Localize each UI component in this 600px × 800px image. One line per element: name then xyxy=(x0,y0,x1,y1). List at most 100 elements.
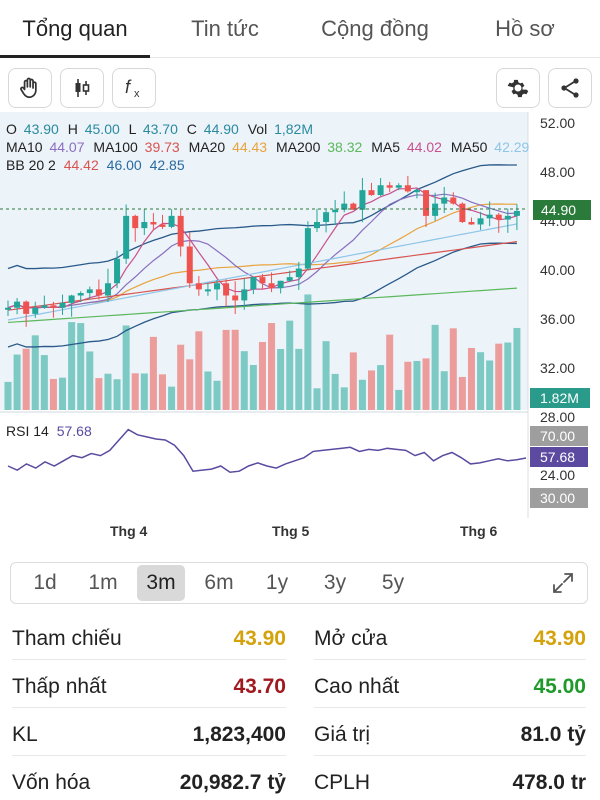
candle-body xyxy=(459,203,466,222)
stat-market-cap: Vốn hóa 20,982.7 tỷ xyxy=(12,762,286,800)
ma5-line xyxy=(7,187,518,309)
tab-label: Tin tức xyxy=(191,15,259,41)
candle-body xyxy=(323,212,330,222)
x-axis-label: Thg 6 xyxy=(460,523,498,539)
price-tick: 36.00 xyxy=(540,311,575,327)
hand-tool-button[interactable] xyxy=(8,68,52,108)
ma50-line xyxy=(7,223,518,321)
candle-body xyxy=(95,289,102,296)
candle-body xyxy=(5,307,11,310)
candle-body xyxy=(304,228,311,269)
candle-body xyxy=(413,190,420,193)
share-icon xyxy=(561,78,579,98)
stat-label: CPLH xyxy=(314,771,371,794)
volume-bar xyxy=(4,381,12,410)
volume-bar xyxy=(49,378,57,410)
price-chart[interactable]: O 43.90 H 45.00 L 43.70 C 44.90 Vol 1,82… xyxy=(0,112,600,552)
stat-label: Tham chiếu xyxy=(12,626,122,650)
period-label: 1m xyxy=(88,571,118,594)
candle-body xyxy=(123,215,130,259)
volume-bar xyxy=(331,373,339,410)
candle-body xyxy=(204,289,211,292)
volume-bar xyxy=(59,377,67,410)
settings-button[interactable] xyxy=(496,68,540,108)
stat-value: 43.70 xyxy=(233,674,286,698)
rsi-lower-label: 30.00 xyxy=(540,490,575,506)
candle-body xyxy=(368,190,375,196)
period-3m[interactable]: 3m xyxy=(137,565,185,601)
period-1y[interactable]: 1y xyxy=(253,565,301,601)
ma-legend: MA10 44.07 MA100 39.73 MA20 44.43 MA200 … xyxy=(6,139,530,155)
candle-type-button[interactable] xyxy=(60,68,104,108)
price-tick: 40.00 xyxy=(540,262,575,278)
hand-icon xyxy=(20,77,37,99)
chart-canvas[interactable]: O 43.90 H 45.00 L 43.70 C 44.90 Vol 1,82… xyxy=(0,112,600,552)
volume-bar xyxy=(122,325,130,410)
tab-profile[interactable]: Hồ sơ xyxy=(450,0,600,57)
svg-text:f: f xyxy=(125,77,132,97)
candle-body xyxy=(359,190,366,210)
stat-value-traded: Giá trị 81.0 tỷ xyxy=(314,714,586,756)
rsi-pane-background xyxy=(0,414,528,518)
volume-bar xyxy=(358,379,366,410)
candle-body xyxy=(50,305,57,308)
candle-body xyxy=(332,209,339,213)
volume-bar xyxy=(322,341,330,410)
volume-bar xyxy=(304,294,312,410)
rsi-line xyxy=(7,428,527,474)
tab-overview[interactable]: Tổng quan xyxy=(0,0,150,58)
share-button[interactable] xyxy=(548,68,592,108)
period-3y[interactable]: 3y xyxy=(311,565,359,601)
volume-bar xyxy=(249,364,257,410)
stat-volume: KL 1,823,400 xyxy=(12,714,286,756)
stat-label: Mở cửa xyxy=(314,626,388,650)
candle-body xyxy=(486,214,493,219)
candle-body xyxy=(259,277,266,284)
volume-bar xyxy=(77,323,85,410)
candle-body xyxy=(450,197,457,204)
stat-label: KL xyxy=(12,722,38,746)
price-tick: 28.00 xyxy=(540,409,575,425)
candlesticks xyxy=(5,176,520,327)
volume-bar xyxy=(340,387,348,410)
volume-bar xyxy=(168,386,176,410)
candle-body xyxy=(14,301,21,308)
price-tick: 48.00 xyxy=(540,164,575,180)
period-6m[interactable]: 6m xyxy=(195,565,243,601)
period-1m[interactable]: 1m xyxy=(79,565,127,601)
period-label: 1y xyxy=(265,571,289,594)
volume-bar xyxy=(467,347,475,410)
tab-news[interactable]: Tin tức xyxy=(150,0,300,57)
svg-text:x: x xyxy=(134,88,140,100)
period-5y[interactable]: 5y xyxy=(369,565,417,601)
candle-body xyxy=(177,215,184,247)
candle-body xyxy=(195,283,202,290)
volume-bar xyxy=(477,352,485,410)
volume-bar xyxy=(268,323,276,410)
volume-bars xyxy=(4,294,521,410)
tab-label: Tổng quan xyxy=(22,15,128,41)
top-tab-bar: Tổng quan Tin tức Cộng đồng Hồ sơ xyxy=(0,0,600,58)
candle-body xyxy=(377,185,384,196)
volume-bar xyxy=(431,324,439,410)
volume-bar xyxy=(195,331,203,410)
volume-bar xyxy=(240,351,248,410)
period-label: 5y xyxy=(381,571,405,594)
rsi-upper-badge xyxy=(530,426,588,446)
volume-bar xyxy=(449,328,457,410)
candle-body xyxy=(277,280,284,289)
candle-body xyxy=(386,185,393,188)
rsi-upper-label: 70.00 xyxy=(540,428,575,444)
tab-community[interactable]: Cộng đồng xyxy=(300,0,450,57)
volume-bar xyxy=(186,359,194,410)
candle-body xyxy=(86,289,93,294)
expand-icon[interactable] xyxy=(551,571,575,595)
candle-body xyxy=(68,295,75,303)
volume-bar xyxy=(313,388,321,410)
candle-body xyxy=(286,277,293,281)
candle-body xyxy=(223,283,230,296)
stat-value: 1,823,400 xyxy=(192,722,286,746)
period-1d[interactable]: 1d xyxy=(21,565,69,601)
